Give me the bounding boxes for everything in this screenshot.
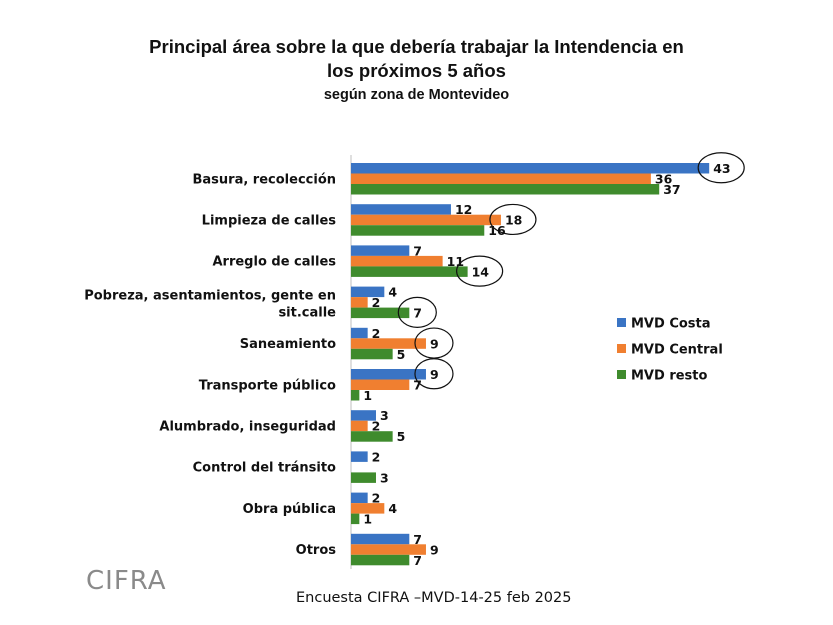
data-label-mvd-costa-3: 4 — [388, 285, 397, 300]
category-label-limpieza-de-calles: Limpieza de calles — [202, 213, 337, 228]
data-label-mvd-central-1: 18 — [505, 213, 522, 228]
highlight-circle-mvd-costa-5 — [414, 358, 454, 390]
highlight-circle-mvd-central-4 — [414, 327, 454, 359]
legend-label-mvd-central: MVD Central — [631, 343, 723, 358]
bar-mvd-resto-9 — [351, 554, 410, 566]
category-label-arreglo-de-calles: Arreglo de calles — [212, 255, 336, 270]
category-label-pobreza-asentamientos-gente-en-sit-calle: Pobreza, asentamientos, gente en — [84, 288, 336, 303]
bar-mvd-costa-3 — [351, 286, 385, 298]
category-label-transporte-publico: Transporte público — [199, 378, 336, 393]
data-label-mvd-costa-6: 3 — [380, 408, 389, 423]
bar-mvd-central-8 — [351, 503, 385, 514]
data-label-mvd-central-6: 2 — [372, 419, 381, 434]
bar-mvd-central-9 — [351, 544, 426, 555]
bar-mvd-resto-1 — [351, 225, 485, 236]
bar-mvd-resto-7 — [351, 472, 376, 483]
legend-swatch-mvd-central — [617, 344, 626, 353]
data-label-mvd-central-9: 9 — [430, 542, 439, 557]
category-label-alumbrado-inseguridad: Alumbrado, inseguridad — [159, 419, 336, 434]
bar-mvd-central-0 — [351, 173, 651, 184]
data-label-mvd-costa-8: 2 — [372, 491, 381, 506]
category-label-saneamiento: Saneamiento — [240, 337, 336, 352]
legend-swatch-mvd-costa — [617, 318, 626, 327]
data-label-mvd-costa-7: 2 — [372, 449, 381, 464]
data-label-mvd-resto-3: 7 — [413, 306, 422, 321]
data-label-mvd-costa-4: 2 — [372, 326, 381, 341]
chart-title-line-2: los próximos 5 años — [327, 60, 506, 81]
highlight-circle-mvd-costa-0 — [697, 152, 745, 184]
bar-mvd-costa-7 — [351, 451, 368, 462]
chart-subtitle: según zona de Montevideo — [323, 87, 510, 103]
bar-mvd-central-2 — [351, 255, 443, 267]
category-label-obra-publica: Obra pública — [243, 502, 336, 517]
bar-mvd-costa-2 — [351, 245, 410, 256]
data-label-mvd-costa-0: 43 — [713, 161, 730, 176]
highlight-circle-mvd-resto-3 — [397, 296, 437, 328]
data-label-mvd-resto-2: 14 — [472, 264, 490, 279]
bar-mvd-costa-9 — [351, 533, 410, 545]
bar-mvd-resto-8 — [351, 513, 360, 525]
bar-mvd-central-1 — [351, 214, 501, 226]
data-label-mvd-central-0: 36 — [655, 172, 673, 187]
bar-mvd-resto-3 — [351, 307, 410, 319]
bar-mvd-costa-4 — [351, 327, 368, 339]
data-label-mvd-costa-5: 9 — [430, 367, 439, 382]
source-note: Encuesta CIFRA –MVD-14-25 feb 2025 — [296, 590, 572, 606]
data-label-mvd-resto-7: 3 — [380, 470, 389, 485]
bar-mvd-resto-0 — [351, 184, 660, 195]
bar-mvd-central-4 — [351, 338, 426, 349]
data-label-mvd-resto-9: 7 — [413, 553, 422, 568]
category-label-basura-recoleccion: Basura, recolección — [192, 172, 336, 187]
data-label-mvd-resto-6: 5 — [397, 429, 406, 444]
data-label-mvd-costa-1: 12 — [455, 202, 472, 217]
bar-mvd-resto-5 — [351, 390, 360, 401]
bar-mvd-costa-8 — [351, 492, 368, 504]
bar-mvd-costa-1 — [351, 204, 451, 215]
bar-mvd-central-5 — [351, 379, 410, 390]
data-label-mvd-central-3: 2 — [372, 295, 381, 310]
data-label-mvd-resto-0: 37 — [663, 182, 680, 197]
bar-mvd-central-6 — [351, 420, 368, 432]
data-label-mvd-resto-8: 1 — [363, 512, 372, 527]
category-label-otros: Otros — [296, 543, 337, 558]
data-label-mvd-central-2: 11 — [447, 254, 464, 269]
highlight-circle-mvd-central-1 — [489, 203, 537, 236]
data-label-mvd-resto-5: 1 — [363, 388, 372, 403]
legend-label-mvd-resto: MVD resto — [631, 369, 707, 384]
cifra-logo: CIFRA — [86, 566, 167, 596]
bar-mvd-resto-4 — [351, 348, 393, 360]
bar-mvd-costa-5 — [351, 369, 426, 380]
bar-mvd-resto-6 — [351, 431, 393, 442]
category-label-control-del-transito: Control del tránsito — [193, 461, 336, 476]
category-label-pobreza-asentamientos-gente-en-sit-calle-line-2: sit.calle — [278, 305, 336, 320]
data-label-mvd-costa-9: 7 — [413, 532, 422, 547]
data-label-mvd-resto-1: 16 — [488, 223, 506, 238]
legend-label-mvd-costa: MVD Costa — [631, 317, 711, 332]
data-label-mvd-central-4: 9 — [430, 336, 439, 351]
bar-mvd-central-3 — [351, 297, 368, 308]
data-label-mvd-resto-4: 5 — [397, 347, 406, 362]
legend-swatch-mvd-resto — [617, 370, 626, 379]
chart-title-line-1: Principal área sobre la que debería trab… — [149, 36, 684, 57]
data-label-mvd-central-5: 7 — [413, 378, 422, 393]
bar-mvd-resto-2 — [351, 266, 468, 277]
data-label-mvd-costa-2: 7 — [413, 243, 422, 258]
bar-mvd-costa-0 — [351, 163, 710, 174]
data-label-mvd-central-8: 4 — [388, 501, 397, 516]
highlight-circle-mvd-resto-2 — [456, 255, 504, 287]
bar-mvd-costa-6 — [351, 410, 376, 421]
